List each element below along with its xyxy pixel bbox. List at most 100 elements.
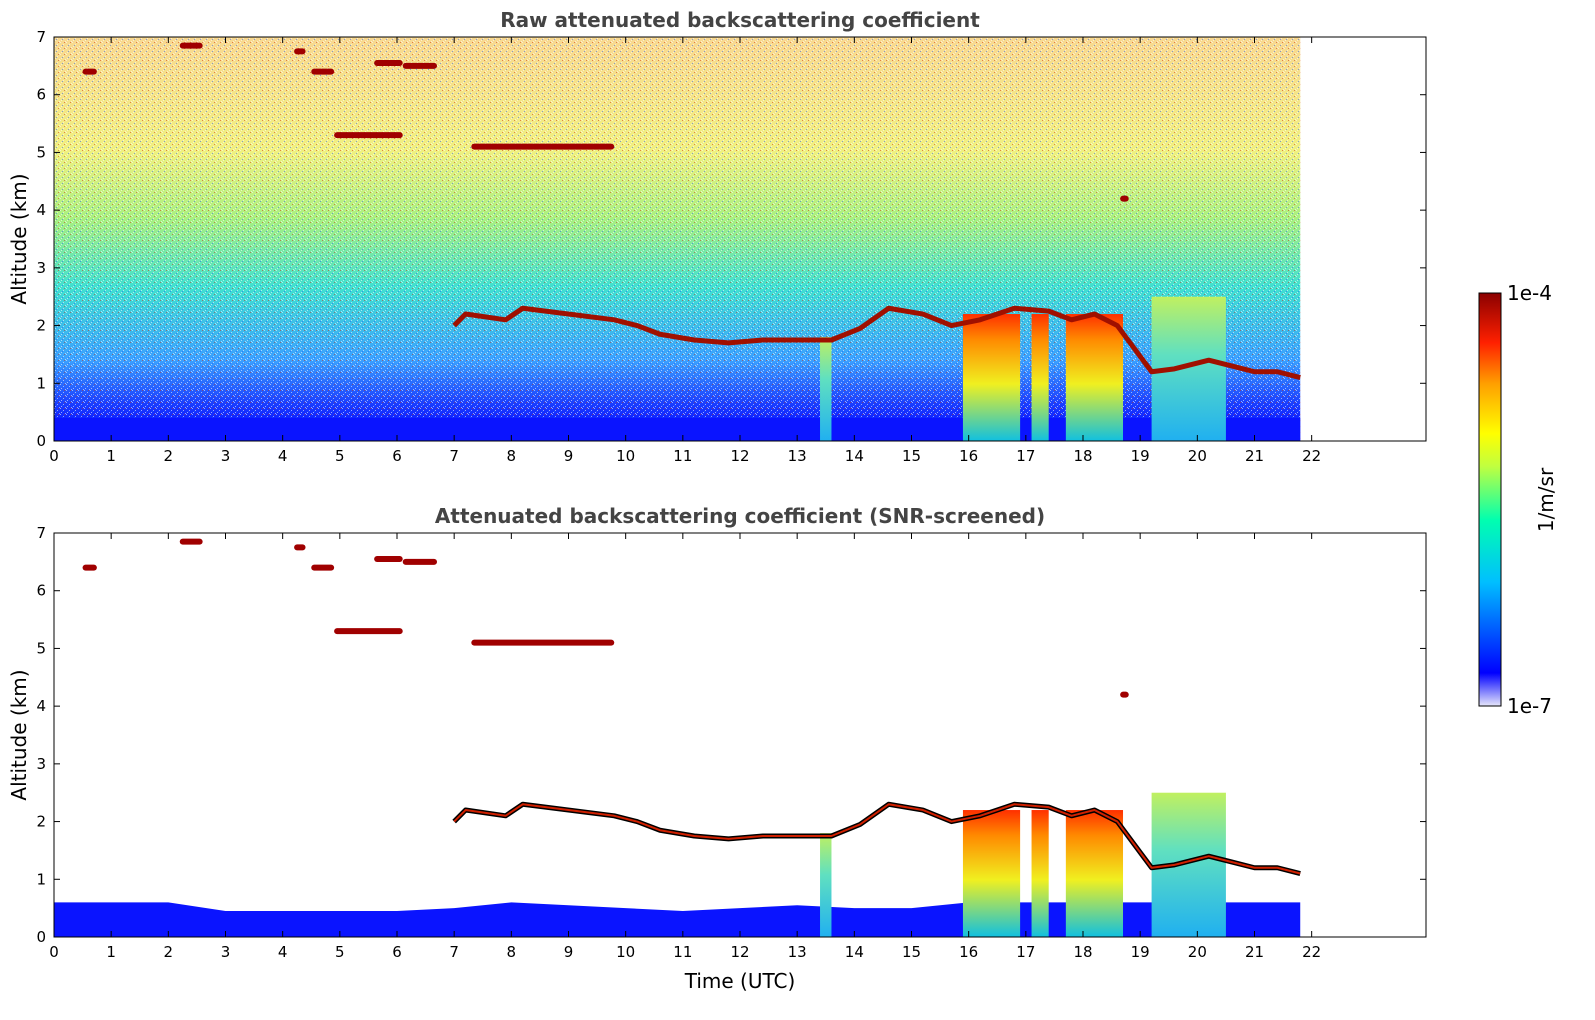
colorbar: 1e-4 1e-7 1/m/sr [1478,281,1558,718]
x-tick-label: 7 [449,943,459,961]
x-tick-label: 6 [392,447,402,465]
y-tick-label: 4 [36,201,46,219]
raw-dense-column [962,314,1021,441]
raw-elevated-feature [1120,195,1129,202]
y-tick-label: 6 [36,86,46,104]
raw-elevated-feature [374,59,403,66]
x-tick-label: 16 [959,447,978,465]
raw-elevated-feature [471,143,615,150]
raw-elevated-feature [294,48,306,55]
screened-elevated-feature [374,555,403,562]
screened-dense-column [1065,810,1124,937]
y-tick-label: 1 [36,374,46,392]
x-tick-label: 7 [449,447,459,465]
raw-backscatter-panel: Raw attenuated backscattering coefficien… [7,8,1427,465]
x-tick-label: 6 [392,943,402,961]
x-tick-label: 13 [788,943,807,961]
x-tick-label: 5 [335,447,345,465]
x-tick-label: 21 [1245,447,1264,465]
raw-elevated-feature [334,132,403,139]
y-tick-label: 0 [36,432,46,450]
x-tick-label: 21 [1245,943,1264,961]
x-tick-label: 14 [845,943,864,961]
y-tick-label: 2 [36,813,46,831]
x-tick-label: 20 [1188,447,1207,465]
raw-dense-column [1031,314,1049,441]
colorbar-max-label: 1e-4 [1507,281,1552,305]
raw-plot-area [54,37,1301,441]
x-tick-label: 17 [1016,447,1035,465]
x-tick-label: 19 [1131,943,1150,961]
raw-dense-column [1065,314,1124,441]
x-tick-label: 14 [845,447,864,465]
x-tick-label: 0 [49,943,59,961]
screened-backscatter-panel: Attenuated backscattering coefficient (S… [7,504,1427,993]
x-tick-label: 17 [1016,943,1035,961]
raw-y-axis: 0 1 2 3 4 5 6 7 [36,28,1426,450]
raw-elevated-feature [82,68,97,75]
screened-dense-column [1031,810,1049,937]
screened-elevated-feature [471,639,615,646]
screened-elevated-feature [179,538,203,545]
raw-panel-title: Raw attenuated backscattering coefficien… [500,8,980,32]
y-tick-label: 3 [36,259,46,277]
screened-elevated-feature [402,558,438,565]
y-tick-label: 1 [36,870,46,888]
screened-dense-column [962,810,1021,937]
y-tick-label: 7 [36,28,46,46]
x-tick-label: 16 [959,943,978,961]
x-tick-label: 12 [730,943,749,961]
screened-y-axis: 0 1 2 3 4 5 6 7 [36,524,1426,946]
x-tick-label: 15 [902,943,921,961]
screened-elevated-feature [311,564,335,571]
y-tick-label: 5 [36,143,46,161]
x-tick-label: 13 [788,447,807,465]
screened-plot-area [54,538,1301,937]
y-tick-label: 4 [36,697,46,715]
raw-dense-column [820,337,832,441]
screened-x-axis: 0 1 2 3 4 5 6 7 8 9 10 11 12 13 14 15 16 17 18 19 20 21 22 [49,533,1321,961]
y-tick-label: 5 [36,639,46,657]
y-tick-label: 6 [36,582,46,600]
screened-elevated-feature [1120,691,1129,698]
x-tick-label: 9 [564,943,574,961]
screened-cloud-layer-core [453,803,1301,875]
raw-elevated-feature [402,62,438,69]
colorbar-unit-label: 1/m/sr [1534,467,1558,532]
x-tick-label: 4 [278,447,288,465]
x-tick-label: 18 [1073,943,1092,961]
time-axis-label: Time (UTC) [684,969,796,993]
x-tick-label: 8 [507,943,517,961]
x-tick-label: 8 [507,447,517,465]
colorbar-gradient [1478,292,1502,707]
colorbar-min-label: 1e-7 [1507,694,1552,718]
screened-elevated-feature [294,544,306,551]
x-tick-label: 1 [106,447,116,465]
raw-elevated-feature [311,68,335,75]
raw-elevated-feature [179,42,203,49]
x-tick-label: 9 [564,447,574,465]
x-tick-label: 10 [616,447,635,465]
screened-elevated-feature [334,628,403,635]
x-tick-label: 18 [1073,447,1092,465]
raw-x-axis: 0 1 2 3 4 5 6 7 8 9 10 11 12 13 14 15 16 17 18 19 20 21 22 [49,37,1321,465]
x-tick-label: 0 [49,447,59,465]
raw-y-axis-label: Altitude (km) [7,173,31,304]
screened-elevated-feature [82,564,97,571]
x-tick-label: 22 [1302,943,1321,961]
y-tick-label: 0 [36,928,46,946]
x-tick-label: 3 [221,943,231,961]
screened-dense-column [820,833,832,937]
x-tick-label: 20 [1188,943,1207,961]
x-tick-label: 11 [673,943,692,961]
x-tick-label: 3 [221,447,231,465]
raw-cloud-layer [452,305,1301,380]
x-tick-label: 2 [164,943,174,961]
x-tick-label: 1 [106,943,116,961]
x-tick-label: 10 [616,943,635,961]
x-tick-label: 15 [902,447,921,465]
y-tick-label: 2 [36,317,46,335]
x-tick-label: 4 [278,943,288,961]
x-tick-label: 22 [1302,447,1321,465]
